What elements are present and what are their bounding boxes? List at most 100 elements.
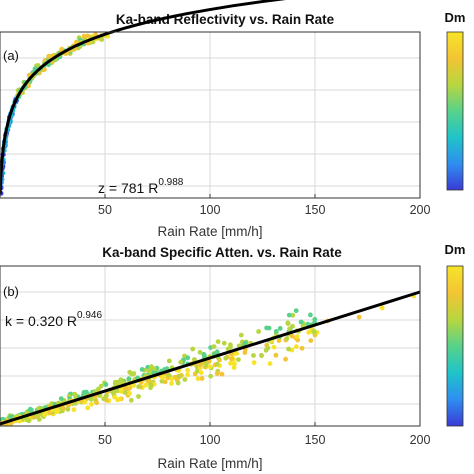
data-point	[85, 33, 90, 39]
data-point	[126, 376, 132, 382]
data-point	[299, 345, 305, 351]
data-point	[221, 340, 227, 346]
data-point	[286, 346, 291, 352]
data-point	[228, 344, 233, 350]
data-point	[42, 412, 47, 417]
fit-equation: k = 0.320 R0.946	[5, 310, 102, 329]
data-point	[287, 326, 292, 332]
data-point	[151, 366, 157, 372]
x-tick-labels: 50 100 150 200	[98, 422, 430, 447]
x-tick-label: 200	[410, 203, 431, 217]
data-point	[178, 359, 184, 365]
data-point	[273, 352, 279, 358]
data-point	[285, 320, 291, 326]
data-point	[82, 399, 88, 405]
data-point	[176, 373, 182, 379]
x-tick-label: 100	[200, 433, 221, 447]
data-point	[103, 382, 109, 387]
data-point	[308, 338, 314, 343]
data-point	[208, 373, 214, 379]
data-point	[289, 333, 295, 339]
data-point	[290, 312, 296, 318]
data-point	[256, 329, 261, 334]
data-point	[7, 414, 13, 420]
fit-equation: z = 781 R0.988	[98, 177, 184, 196]
data-point	[101, 396, 107, 402]
data-point	[195, 376, 201, 382]
data-point	[122, 385, 128, 391]
data-point	[231, 365, 237, 370]
data-point	[54, 407, 60, 413]
data-point	[265, 345, 271, 351]
data-point	[277, 326, 283, 331]
data-point	[207, 364, 213, 369]
data-point	[236, 357, 241, 362]
data-point	[312, 329, 317, 335]
x-tick-label: 200	[410, 433, 431, 447]
data-point	[267, 361, 273, 366]
fit-line	[0, 290, 421, 426]
data-point	[29, 407, 34, 413]
data-point	[223, 355, 229, 361]
data-point	[136, 394, 141, 399]
data-point	[298, 319, 304, 325]
grid	[0, 266, 420, 426]
data-point	[312, 316, 318, 322]
data-point	[122, 390, 128, 395]
data-point	[36, 417, 42, 422]
data-point	[286, 312, 292, 318]
data-point	[234, 351, 240, 356]
data-point	[136, 384, 142, 390]
data-point	[214, 371, 220, 376]
data-point	[231, 361, 237, 367]
data-point	[127, 390, 132, 396]
data-point	[166, 358, 172, 364]
data-point	[71, 407, 77, 413]
data-point	[85, 405, 91, 411]
data-point	[162, 379, 168, 385]
data-point	[73, 393, 78, 399]
data-point	[89, 401, 94, 407]
data-point	[36, 406, 42, 411]
data-point	[211, 344, 217, 349]
data-point	[146, 368, 152, 374]
fit-equation-exponent: 0.988	[158, 177, 183, 188]
data-point	[228, 360, 233, 366]
data-point	[356, 314, 362, 320]
data-point	[219, 371, 225, 377]
data-point	[131, 383, 137, 388]
data-point	[276, 338, 282, 343]
data-point	[379, 305, 385, 311]
data-point	[185, 355, 191, 361]
data-point	[118, 377, 124, 382]
x-axis-label: Rain Rate [mm/h]	[157, 456, 262, 471]
data-point	[175, 380, 181, 386]
x-tick-label: 50	[98, 433, 112, 447]
data-point	[88, 396, 94, 402]
data-point	[112, 394, 117, 400]
data-point	[139, 367, 145, 372]
data-point	[128, 397, 134, 403]
data-point	[308, 312, 313, 318]
data-point	[238, 332, 244, 338]
fit-equation-base: z = 781 R	[98, 180, 158, 196]
data-point	[215, 339, 221, 344]
data-point	[58, 396, 64, 402]
data-point	[294, 334, 300, 339]
fit-equation-exponent: 0.946	[77, 310, 102, 321]
panel-label: (a)	[3, 48, 19, 63]
colorbar	[446, 31, 464, 191]
panel-specific-attenuation: Ka-band Specific Atten. vs. Rain Rate 50…	[0, 242, 465, 471]
fit-equation-base: k = 0.320 R	[5, 313, 77, 329]
data-point	[65, 406, 71, 412]
data-point	[131, 371, 137, 376]
x-tick-label: 50	[98, 203, 112, 217]
data-point	[284, 336, 290, 341]
data-point	[243, 340, 248, 346]
data-point	[293, 344, 299, 350]
x-axis-label: Rain Rate [mm/h]	[157, 224, 262, 239]
data-point	[198, 370, 204, 375]
x-tick-label: 100	[200, 203, 221, 217]
chart-title: Ka-band Specific Atten. vs. Rain Rate	[102, 245, 342, 260]
